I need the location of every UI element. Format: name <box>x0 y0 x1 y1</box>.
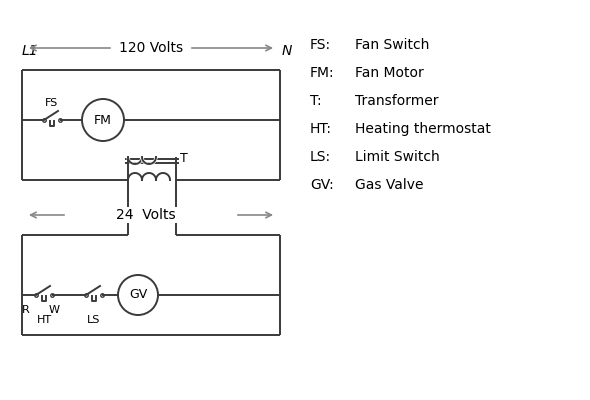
Text: FS:: FS: <box>310 38 331 52</box>
Text: W: W <box>48 305 60 315</box>
Text: FM: FM <box>94 114 112 126</box>
Text: R: R <box>22 305 30 315</box>
Text: T:: T: <box>310 94 322 108</box>
Text: LS:: LS: <box>310 150 331 164</box>
Text: HT: HT <box>37 315 51 325</box>
Text: 120 Volts: 120 Volts <box>119 41 183 55</box>
Text: FM:: FM: <box>310 66 335 80</box>
Text: FS: FS <box>45 98 58 108</box>
Text: Transformer: Transformer <box>355 94 438 108</box>
Text: N: N <box>282 44 293 58</box>
Text: GV:: GV: <box>310 178 334 192</box>
Text: Fan Motor: Fan Motor <box>355 66 424 80</box>
Text: L1: L1 <box>22 44 38 58</box>
Text: T: T <box>180 152 188 164</box>
Text: GV: GV <box>129 288 147 302</box>
Text: HT:: HT: <box>310 122 332 136</box>
Text: LS: LS <box>87 315 101 325</box>
Text: Gas Valve: Gas Valve <box>355 178 424 192</box>
Text: Heating thermostat: Heating thermostat <box>355 122 491 136</box>
Text: Fan Switch: Fan Switch <box>355 38 430 52</box>
Text: Limit Switch: Limit Switch <box>355 150 440 164</box>
Text: 24  Volts: 24 Volts <box>116 208 176 222</box>
